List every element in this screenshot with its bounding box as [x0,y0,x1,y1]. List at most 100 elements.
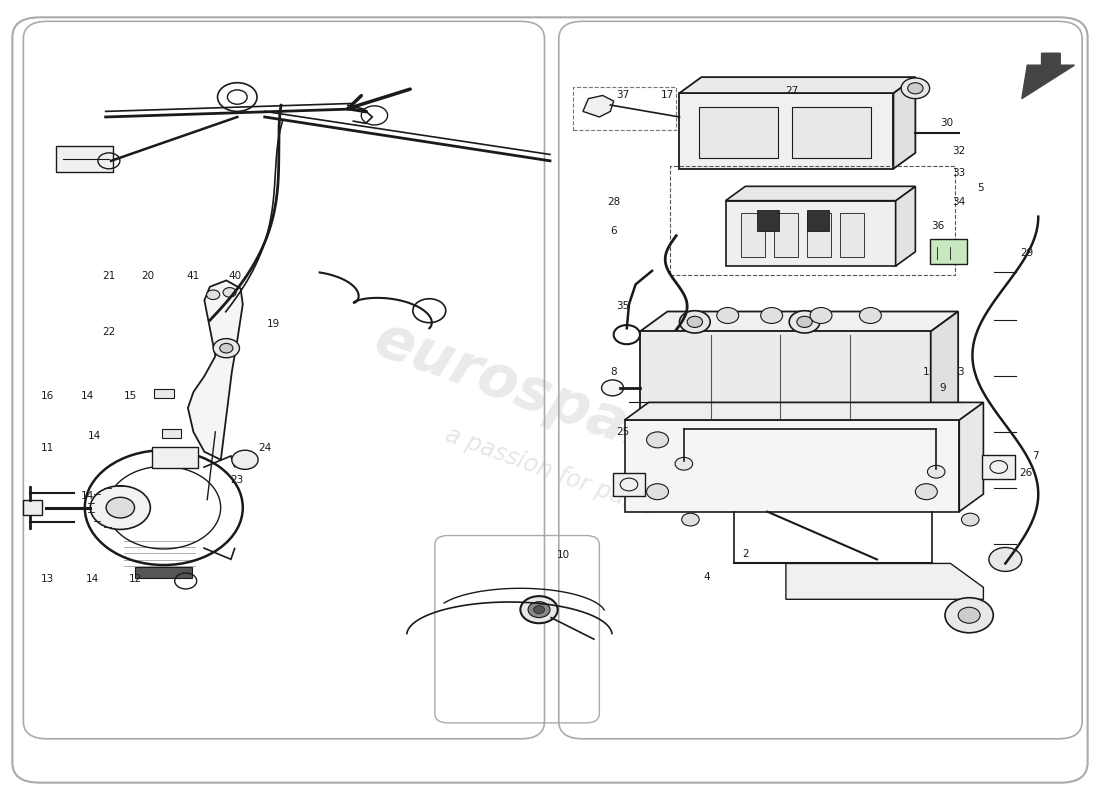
Text: 21: 21 [102,271,116,282]
Polygon shape [931,311,958,426]
FancyBboxPatch shape [700,107,778,158]
Text: 13: 13 [41,574,54,584]
Text: 40: 40 [229,271,242,282]
Text: 20: 20 [141,271,154,282]
Polygon shape [895,186,915,266]
Polygon shape [1022,54,1075,98]
Circle shape [958,607,980,623]
Polygon shape [625,420,959,512]
Text: 33: 33 [953,168,966,178]
Circle shape [688,316,703,327]
Circle shape [717,307,739,323]
Text: a passion for parts: a passion for parts [442,422,658,521]
Text: 15: 15 [124,391,138,401]
Text: 19: 19 [267,319,280,330]
Circle shape [602,380,624,396]
Polygon shape [893,77,915,169]
FancyBboxPatch shape [135,566,192,578]
Text: 14: 14 [80,490,94,501]
FancyBboxPatch shape [152,446,198,468]
Circle shape [682,514,700,526]
Text: 22: 22 [102,327,116,338]
Circle shape [915,484,937,500]
FancyBboxPatch shape [162,429,182,438]
Text: 9: 9 [939,383,946,393]
Polygon shape [640,331,931,426]
Circle shape [528,602,550,618]
Polygon shape [640,311,958,331]
FancyBboxPatch shape [839,213,864,257]
Circle shape [796,316,812,327]
FancyBboxPatch shape [154,389,174,398]
Circle shape [213,338,240,358]
Text: 4: 4 [704,572,711,582]
Text: 12: 12 [129,574,142,584]
Circle shape [680,310,711,333]
Circle shape [961,514,979,526]
Circle shape [989,547,1022,571]
Circle shape [232,450,258,470]
Text: 23: 23 [231,474,244,485]
Circle shape [901,78,930,98]
FancyBboxPatch shape [806,213,830,257]
Polygon shape [726,186,915,201]
Text: 2: 2 [742,549,749,559]
Polygon shape [583,95,614,117]
Text: 37: 37 [616,90,629,101]
Circle shape [761,307,782,323]
Polygon shape [959,402,983,512]
Circle shape [859,307,881,323]
Circle shape [945,598,993,633]
Text: 14: 14 [80,391,94,401]
Circle shape [106,498,134,518]
Circle shape [908,82,923,94]
Text: 8: 8 [610,367,617,377]
Text: 26: 26 [1020,468,1033,478]
Text: 16: 16 [41,391,54,401]
Circle shape [220,343,233,353]
Text: 14: 14 [86,574,99,584]
Text: eurospares: eurospares [367,310,733,490]
Text: 29: 29 [1021,247,1034,258]
Text: 35: 35 [616,301,629,311]
FancyBboxPatch shape [806,210,828,231]
Circle shape [223,287,236,297]
Circle shape [927,466,945,478]
FancyBboxPatch shape [930,239,967,265]
Circle shape [647,484,669,500]
Polygon shape [188,281,243,460]
Polygon shape [625,402,983,420]
Text: 17: 17 [661,90,674,101]
Circle shape [810,307,832,323]
FancyBboxPatch shape [982,455,1015,479]
Circle shape [534,606,544,614]
Text: 11: 11 [41,443,54,453]
Polygon shape [680,93,893,169]
FancyBboxPatch shape [758,210,779,231]
Text: 24: 24 [258,443,272,453]
Circle shape [207,290,220,299]
Text: 1: 1 [923,367,930,377]
Text: 185: 185 [813,425,890,479]
Text: 36: 36 [931,222,944,231]
Text: 6: 6 [610,226,617,236]
Text: 14: 14 [88,431,101,441]
Circle shape [90,486,151,530]
FancyBboxPatch shape [792,107,871,158]
Text: 3: 3 [957,367,964,377]
FancyBboxPatch shape [56,146,113,172]
Polygon shape [785,563,983,599]
FancyBboxPatch shape [741,213,766,257]
Text: 5: 5 [977,183,983,193]
FancyBboxPatch shape [773,213,798,257]
FancyBboxPatch shape [613,473,646,497]
Text: 30: 30 [940,118,954,127]
Text: 34: 34 [953,198,966,207]
Text: 28: 28 [607,198,620,207]
Circle shape [520,596,558,623]
Circle shape [789,310,820,333]
Text: 25: 25 [616,427,629,437]
Text: 32: 32 [953,146,966,156]
Circle shape [647,432,669,448]
Text: 7: 7 [1032,451,1038,461]
